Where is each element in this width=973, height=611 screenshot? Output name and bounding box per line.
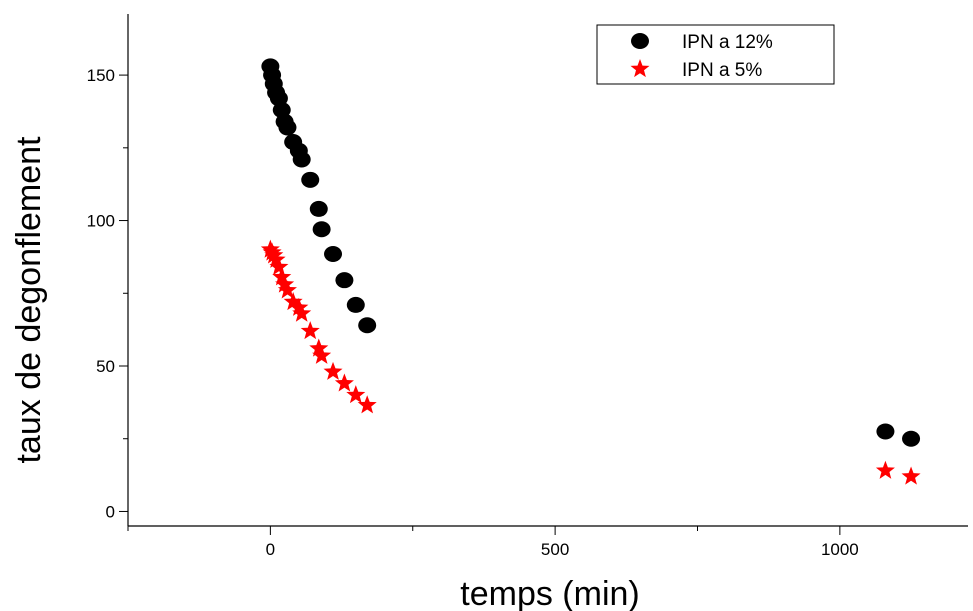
- data-point-star: [357, 395, 377, 414]
- data-point-star: [277, 280, 297, 299]
- data-point-circle: [312, 221, 331, 238]
- data-point-star: [300, 321, 320, 340]
- data-point-circle: [278, 119, 297, 136]
- data-point-star: [264, 245, 284, 264]
- data-point-circle: [346, 296, 365, 313]
- data-point-circle: [902, 430, 921, 447]
- x-tick-label: 0: [266, 540, 275, 559]
- data-point-star: [901, 466, 921, 485]
- data-point-star: [283, 292, 303, 311]
- data-point-star: [346, 385, 366, 404]
- series-2: [260, 239, 921, 485]
- y-tick-label: 0: [106, 502, 115, 521]
- y-axis-label: taux de degonflement: [10, 136, 48, 464]
- data-point-circle: [358, 317, 377, 334]
- data-point-star: [323, 361, 343, 380]
- legend: IPN a 12% IPN a 5%: [596, 24, 835, 85]
- data-point-star: [312, 345, 332, 364]
- legend-marker: [630, 59, 650, 78]
- x-tick-label: 500: [541, 540, 569, 559]
- data-point-star: [275, 274, 295, 293]
- data-point-star: [334, 373, 354, 392]
- legend-label: IPN a 5%: [682, 60, 762, 81]
- data-point-circle: [324, 246, 343, 262]
- data-point-star: [269, 257, 289, 276]
- x-axis-label: temps (min): [460, 575, 639, 611]
- data-point-circle: [292, 151, 311, 168]
- data-point-circle: [876, 423, 895, 440]
- y-tick-label: 100: [87, 212, 115, 231]
- data-points: [260, 58, 921, 485]
- legend-label: IPN a 12%: [682, 32, 773, 53]
- data-point-star: [289, 297, 309, 316]
- series-1: [261, 58, 921, 447]
- axes: [127, 14, 968, 527]
- data-point-star: [292, 303, 312, 322]
- data-point-star: [875, 460, 895, 479]
- data-point-circle: [335, 272, 354, 289]
- data-point-circle: [309, 200, 328, 217]
- axis-ticks: 0 50 100 150 0 500 1000: [87, 66, 859, 559]
- x-tick-label: 1000: [821, 540, 859, 559]
- data-point-star: [266, 249, 286, 268]
- legend-items: IPN a 12% IPN a 5%: [630, 32, 773, 81]
- legend-marker: [631, 33, 649, 49]
- data-point-circle: [301, 171, 320, 188]
- y-tick-label: 150: [87, 66, 115, 85]
- data-point-star: [272, 267, 292, 286]
- data-point-star: [309, 338, 329, 357]
- y-tick-label: 50: [96, 357, 115, 376]
